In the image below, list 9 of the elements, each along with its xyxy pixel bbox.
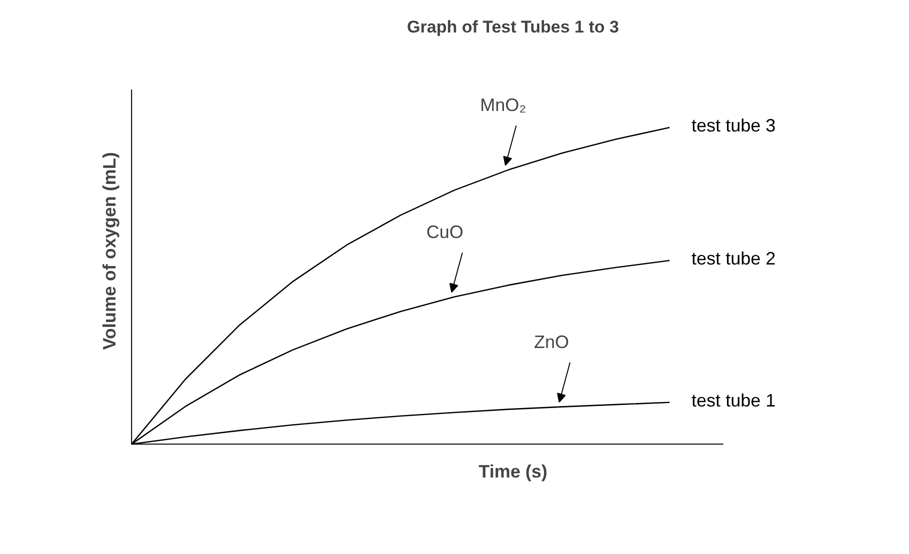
annotation: CuO	[426, 222, 464, 242]
annotation: ZnO	[534, 332, 569, 352]
x-axis-title: Time (s)	[478, 462, 548, 482]
y-axis-title: Volume of oxygen (mL)	[100, 152, 120, 350]
chart-title: Graph of Test Tubes 1 to 3	[407, 18, 619, 36]
series-label: test tube 3	[692, 116, 776, 136]
text: MnO₂	[480, 94, 526, 115]
series-label: test tube 2	[692, 248, 776, 268]
series-label: test tube 1	[692, 390, 776, 410]
